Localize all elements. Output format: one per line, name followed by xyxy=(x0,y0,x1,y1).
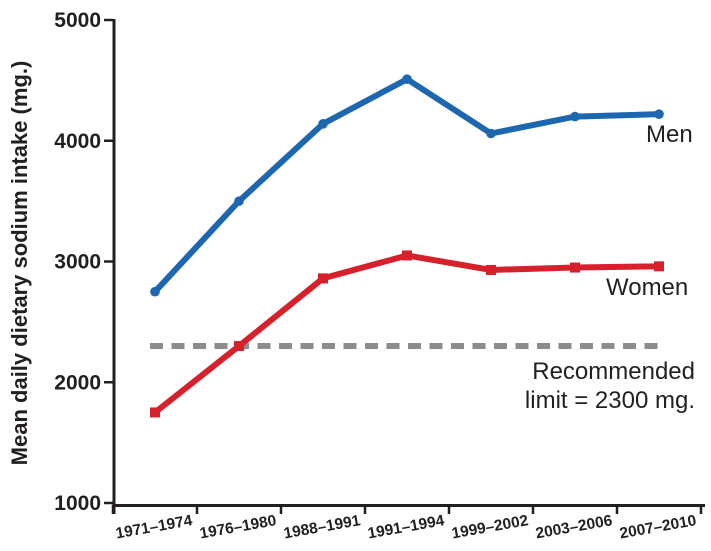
men-marker xyxy=(402,74,412,84)
recommended-limit-label-line1: Recommended xyxy=(532,358,695,385)
men-marker xyxy=(570,111,580,122)
y-tick-label: 5000 xyxy=(54,9,101,32)
women-marker xyxy=(318,273,328,284)
recommended-limit-label: Recommended limit = 2300 mg. xyxy=(525,357,695,415)
men-marker xyxy=(234,196,244,206)
x-tick-label: 1999–2002 xyxy=(450,512,529,542)
men-marker xyxy=(150,286,160,297)
x-tick-label: 1988–1991 xyxy=(282,512,362,542)
x-tick-label: 2007–2010 xyxy=(618,512,697,542)
women-marker xyxy=(486,264,496,275)
women-marker xyxy=(570,262,580,273)
x-tick-label: 1976–1980 xyxy=(198,512,277,542)
y-tick-label: 2000 xyxy=(54,371,101,394)
x-tick-label: 1991–1994 xyxy=(366,512,446,542)
women-marker xyxy=(150,407,160,418)
y-tick-label: 4000 xyxy=(54,130,101,153)
men-marker xyxy=(486,128,496,139)
recommended-limit-label-line2: limit = 2300 mg. xyxy=(524,387,695,414)
y-tick-label: 3000 xyxy=(54,251,101,274)
y-tick-label: 1000 xyxy=(54,492,101,515)
men-marker xyxy=(654,109,664,119)
women-marker xyxy=(654,261,664,272)
men-marker xyxy=(318,119,328,129)
women-marker xyxy=(402,250,412,261)
x-tick-label: 1971–1974 xyxy=(114,512,194,542)
y-axis-title: Mean daily dietary sodium intake (mg.) xyxy=(7,60,32,466)
women-marker xyxy=(234,341,244,352)
women-series-label: Women xyxy=(606,274,689,301)
x-tick-label: 2003–2006 xyxy=(534,512,614,542)
men-series-label: Men xyxy=(646,121,693,148)
